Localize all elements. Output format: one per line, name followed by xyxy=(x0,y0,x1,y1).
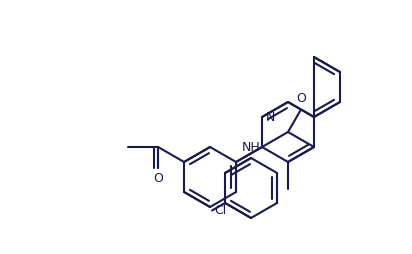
Text: O: O xyxy=(296,92,306,105)
Text: NH: NH xyxy=(241,140,260,153)
Text: N: N xyxy=(266,110,275,123)
Text: O: O xyxy=(153,172,163,185)
Text: Cl: Cl xyxy=(214,204,226,217)
